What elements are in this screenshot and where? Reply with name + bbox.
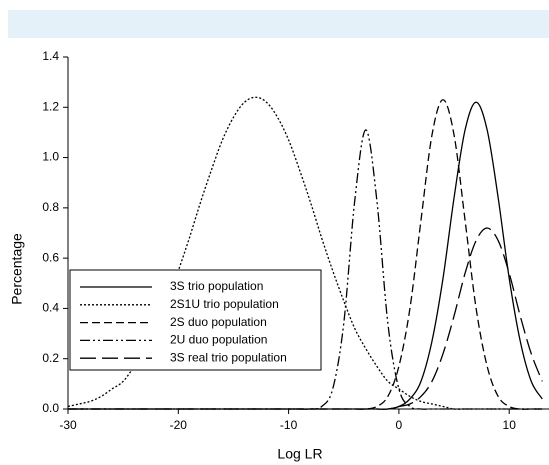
x-tick-label: -10 bbox=[280, 418, 298, 432]
header-band bbox=[8, 10, 549, 38]
y-tick-label: 1.2 bbox=[42, 99, 59, 113]
y-tick-label: 1.4 bbox=[42, 49, 59, 63]
legend-label: 2S duo population bbox=[170, 315, 267, 329]
y-tick-label: 0.2 bbox=[42, 351, 59, 365]
y-tick-label: 1.0 bbox=[42, 150, 59, 164]
x-tick-label: 10 bbox=[503, 418, 517, 432]
x-tick-label: -20 bbox=[170, 418, 188, 432]
y-tick-label: 0.4 bbox=[42, 301, 59, 315]
x-tick-label: -30 bbox=[59, 418, 77, 432]
legend-label: 3S trio population bbox=[170, 279, 263, 293]
y-axis-label: Percentage bbox=[9, 233, 25, 305]
legend-label: 2S1U trio population bbox=[170, 297, 279, 311]
legend-box bbox=[69, 269, 322, 371]
y-tick-label: 0.6 bbox=[42, 250, 59, 264]
x-tick-label: 0 bbox=[396, 418, 403, 432]
x-axis-label: Log LR bbox=[277, 446, 322, 462]
legend-label: 3S real trio population bbox=[170, 350, 287, 364]
y-tick-label: 0.0 bbox=[42, 401, 59, 415]
y-tick-label: 0.8 bbox=[42, 200, 59, 214]
legend-label: 2U duo population bbox=[170, 333, 267, 347]
